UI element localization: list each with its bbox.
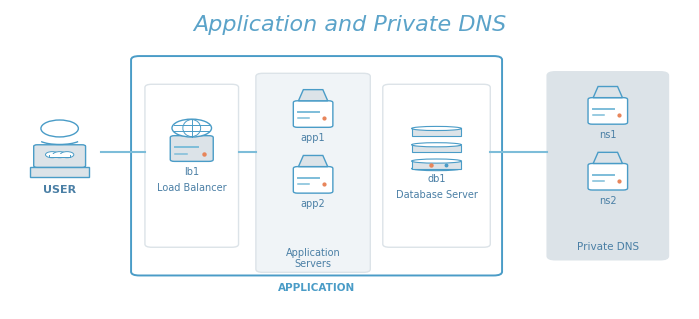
Text: Application and Private DNS: Application and Private DNS (193, 15, 506, 35)
FancyBboxPatch shape (412, 129, 461, 136)
FancyBboxPatch shape (588, 163, 628, 190)
Circle shape (41, 120, 78, 137)
Circle shape (45, 152, 59, 158)
FancyBboxPatch shape (294, 101, 333, 127)
Text: ns2: ns2 (599, 196, 617, 206)
Text: Application
Servers: Application Servers (286, 248, 340, 269)
FancyBboxPatch shape (412, 145, 461, 152)
Text: APPLICATION: APPLICATION (278, 283, 355, 293)
FancyBboxPatch shape (547, 72, 668, 260)
Text: db1: db1 (427, 174, 446, 184)
FancyBboxPatch shape (383, 84, 490, 247)
FancyBboxPatch shape (171, 136, 213, 161)
Ellipse shape (412, 126, 461, 130)
FancyBboxPatch shape (588, 98, 628, 124)
Text: Private DNS: Private DNS (577, 242, 639, 252)
Text: ns1: ns1 (599, 130, 617, 140)
Text: app1: app1 (301, 133, 326, 143)
Circle shape (172, 119, 212, 137)
Ellipse shape (412, 159, 461, 163)
Text: Database Server: Database Server (396, 190, 477, 200)
FancyBboxPatch shape (34, 145, 85, 167)
FancyBboxPatch shape (294, 167, 333, 193)
Polygon shape (593, 152, 622, 163)
Circle shape (60, 152, 74, 158)
Polygon shape (298, 155, 328, 167)
Text: USER: USER (43, 185, 76, 195)
Ellipse shape (412, 167, 461, 171)
FancyBboxPatch shape (256, 73, 370, 272)
Text: lb1: lb1 (184, 167, 199, 177)
Circle shape (53, 152, 66, 158)
FancyBboxPatch shape (49, 154, 71, 157)
Ellipse shape (412, 143, 461, 147)
FancyBboxPatch shape (412, 161, 461, 168)
Text: app2: app2 (301, 199, 326, 209)
Text: Load Balancer: Load Balancer (157, 183, 226, 193)
Polygon shape (298, 90, 328, 101)
FancyBboxPatch shape (145, 84, 238, 247)
FancyBboxPatch shape (30, 167, 89, 177)
Polygon shape (593, 86, 622, 98)
